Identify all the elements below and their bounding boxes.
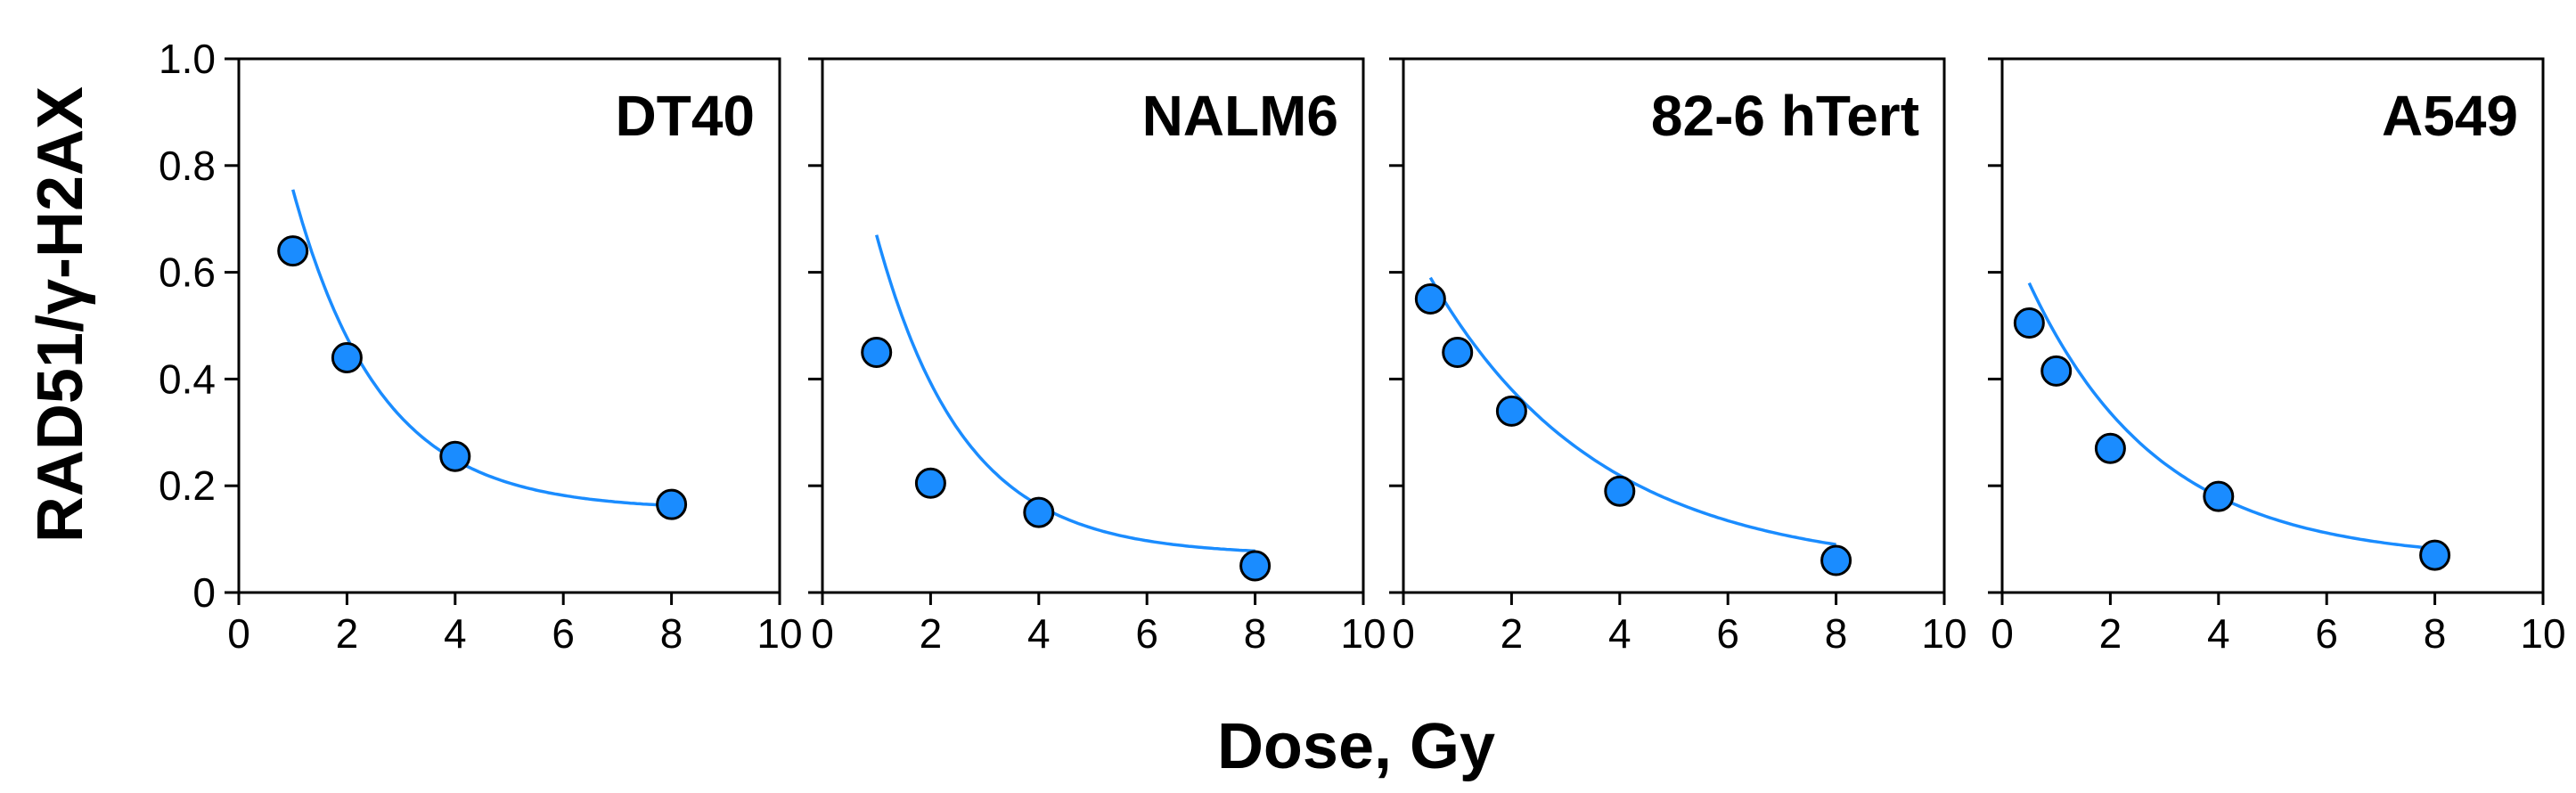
x-tick-label: 4 [2207, 610, 2230, 657]
x-tick-label: 6 [552, 610, 575, 657]
panel-4: 0 2 4 6 8 10 A549 [1988, 57, 2566, 657]
x-tick-label: 8 [660, 610, 683, 657]
y-tick-label: 0.8 [159, 143, 216, 189]
x-tick-label: 0 [1991, 610, 2014, 657]
panel-1: 0 2 4 6 8 10 0 0.2 0.4 0.6 0.8 1.0 DT40 [159, 36, 803, 657]
data-point [1239, 550, 1272, 582]
panel-frame [2000, 57, 2545, 594]
data-point [2419, 539, 2451, 571]
data-point [2040, 355, 2073, 387]
panel-frame [237, 57, 781, 594]
x-tick-label: 4 [1027, 610, 1051, 657]
x-tick-label: 2 [1501, 610, 1524, 657]
data-point [439, 440, 471, 472]
y-tick-label: 0.4 [159, 356, 216, 402]
data-point [1442, 336, 1474, 368]
panel-frame [1402, 57, 1946, 594]
data-point [2094, 432, 2126, 464]
x-tick-label: 8 [1244, 610, 1267, 657]
panel-frame [821, 57, 1365, 594]
x-tick-label: 0 [1392, 610, 1415, 657]
fit-curve [875, 234, 1255, 553]
x-axis-title: Dose, Gy [1217, 711, 1495, 782]
x-tick-label: 10 [1921, 610, 1967, 657]
x-tick-label: 0 [227, 610, 250, 657]
data-point [914, 467, 946, 499]
data-point [1023, 496, 1055, 528]
y-tick-label: 0.2 [159, 462, 216, 509]
y-tick-label: 0.6 [159, 249, 216, 296]
y-axis-title: RAD51/γ-H2AX [25, 86, 96, 543]
data-point [331, 341, 363, 373]
data-point [861, 336, 893, 368]
x-tick-label: 10 [1340, 610, 1386, 657]
x-tick-label: 6 [1135, 610, 1158, 657]
panel-2: 0 2 4 6 8 10 NALM6 [808, 57, 1386, 657]
panel-title: A549 [2382, 84, 2518, 148]
fit-curve [2027, 282, 2435, 551]
data-point [2203, 480, 2235, 512]
x-tick-label: 0 [811, 610, 834, 657]
data-point [1604, 475, 1636, 507]
panel-title: 82-6 hTert [1651, 84, 1919, 148]
x-tick-label: 6 [2315, 610, 2338, 657]
data-point [1820, 544, 1852, 576]
panel-title: NALM6 [1142, 84, 1338, 148]
x-tick-label: 2 [336, 610, 359, 657]
data-point [277, 235, 309, 267]
x-tick-label: 4 [444, 610, 467, 657]
fit-curve [1428, 276, 1836, 546]
data-point [1495, 395, 1527, 427]
x-tick-label: 8 [2424, 610, 2447, 657]
x-tick-label: 6 [1716, 610, 1739, 657]
panel-3: 0 2 4 6 8 10 82-6 hTert [1389, 57, 1967, 657]
x-tick-label: 4 [1608, 610, 1631, 657]
x-tick-label: 8 [1825, 610, 1848, 657]
y-tick-label: 1.0 [159, 36, 216, 82]
x-tick-label: 10 [2520, 610, 2565, 657]
panel-title: DT40 [616, 84, 756, 148]
y-tick-label: 0 [192, 569, 216, 616]
x-tick-label: 10 [756, 610, 802, 657]
data-point [656, 488, 688, 520]
x-tick-label: 2 [920, 610, 943, 657]
data-point [2013, 307, 2045, 339]
data-point [1414, 283, 1446, 315]
x-tick-label: 2 [2099, 610, 2122, 657]
